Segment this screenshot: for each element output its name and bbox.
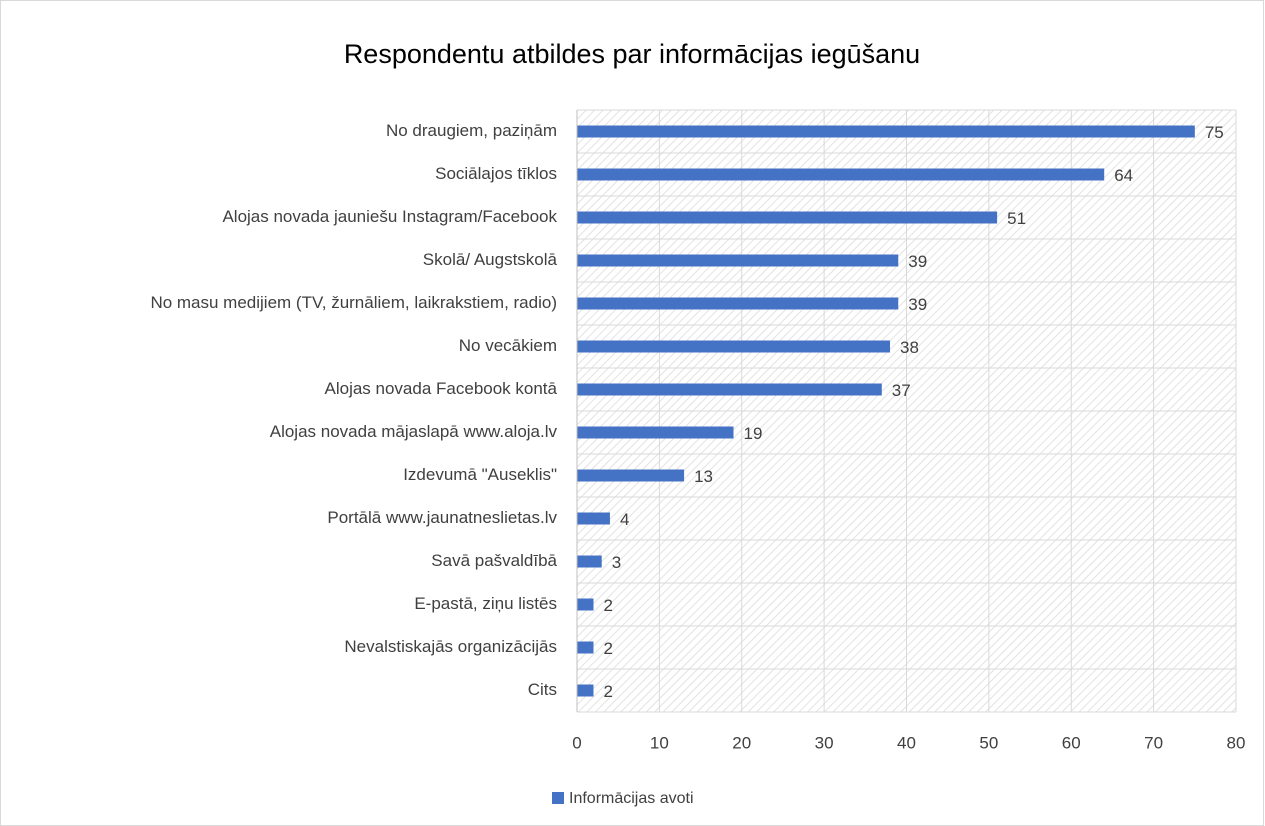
bar bbox=[577, 512, 610, 525]
data-label: 37 bbox=[892, 381, 911, 400]
chart-title: Respondentu atbildes par informācijas ie… bbox=[344, 39, 920, 69]
y-tick-label: No masu medijiem (TV, žurnāliem, laikrak… bbox=[150, 293, 557, 312]
bar bbox=[577, 383, 882, 396]
legend-swatch bbox=[552, 792, 564, 804]
data-label: 39 bbox=[908, 295, 927, 314]
y-tick-label: Savā pašvaldībā bbox=[431, 551, 557, 570]
y-tick-label: No vecākiem bbox=[459, 336, 557, 355]
data-label: 3 bbox=[612, 553, 621, 572]
x-tick-label: 50 bbox=[979, 733, 998, 752]
x-tick-label: 0 bbox=[572, 733, 581, 752]
x-tick-label: 80 bbox=[1227, 733, 1246, 752]
data-label: 39 bbox=[908, 252, 927, 271]
y-tick-label: Portālā www.jaunatneslietas.lv bbox=[327, 508, 557, 527]
bar bbox=[577, 254, 899, 267]
legend-label: Informācijas avoti bbox=[569, 790, 694, 807]
x-tick-label: 30 bbox=[815, 733, 834, 752]
bar bbox=[577, 469, 685, 482]
x-tick-label: 40 bbox=[897, 733, 916, 752]
y-tick-label: Izdevumā "Auseklis" bbox=[403, 465, 557, 484]
bar bbox=[577, 340, 891, 353]
data-label: 13 bbox=[694, 467, 713, 486]
bar bbox=[577, 125, 1195, 138]
y-tick-label: E-pastā, ziņu listēs bbox=[414, 594, 557, 613]
y-tick-label: Alojas novada jauniešu Instagram/Faceboo… bbox=[222, 207, 557, 226]
bar bbox=[577, 297, 899, 310]
y-tick-label: Nevalstiskajās organizācijās bbox=[344, 637, 557, 656]
data-label: 19 bbox=[744, 424, 763, 443]
y-tick-label: Alojas novada Facebook kontā bbox=[325, 379, 558, 398]
y-tick-label: Skolā/ Augstskolā bbox=[423, 250, 558, 269]
x-tick-label: 10 bbox=[650, 733, 669, 752]
y-tick-label: No draugiem, paziņām bbox=[386, 121, 557, 140]
data-label: 51 bbox=[1007, 209, 1026, 228]
y-tick-label: Alojas novada mājaslapā www.aloja.lv bbox=[270, 422, 558, 441]
x-tick-label: 60 bbox=[1062, 733, 1081, 752]
bar bbox=[577, 211, 998, 224]
y-tick-label: Cits bbox=[528, 680, 557, 699]
bar bbox=[577, 426, 734, 439]
data-label: 38 bbox=[900, 338, 919, 357]
bar bbox=[577, 684, 594, 697]
data-label: 75 bbox=[1205, 123, 1224, 142]
data-label: 64 bbox=[1114, 166, 1133, 185]
data-label: 2 bbox=[603, 639, 612, 658]
x-tick-label: 70 bbox=[1144, 733, 1163, 752]
data-label: 2 bbox=[603, 682, 612, 701]
data-label: 4 bbox=[620, 510, 629, 529]
bar bbox=[577, 641, 594, 654]
y-tick-label: Sociālajos tīklos bbox=[435, 164, 557, 183]
x-tick-label: 20 bbox=[732, 733, 751, 752]
data-label: 2 bbox=[603, 596, 612, 615]
bar bbox=[577, 168, 1105, 181]
bar bbox=[577, 598, 594, 611]
bar bbox=[577, 555, 602, 568]
